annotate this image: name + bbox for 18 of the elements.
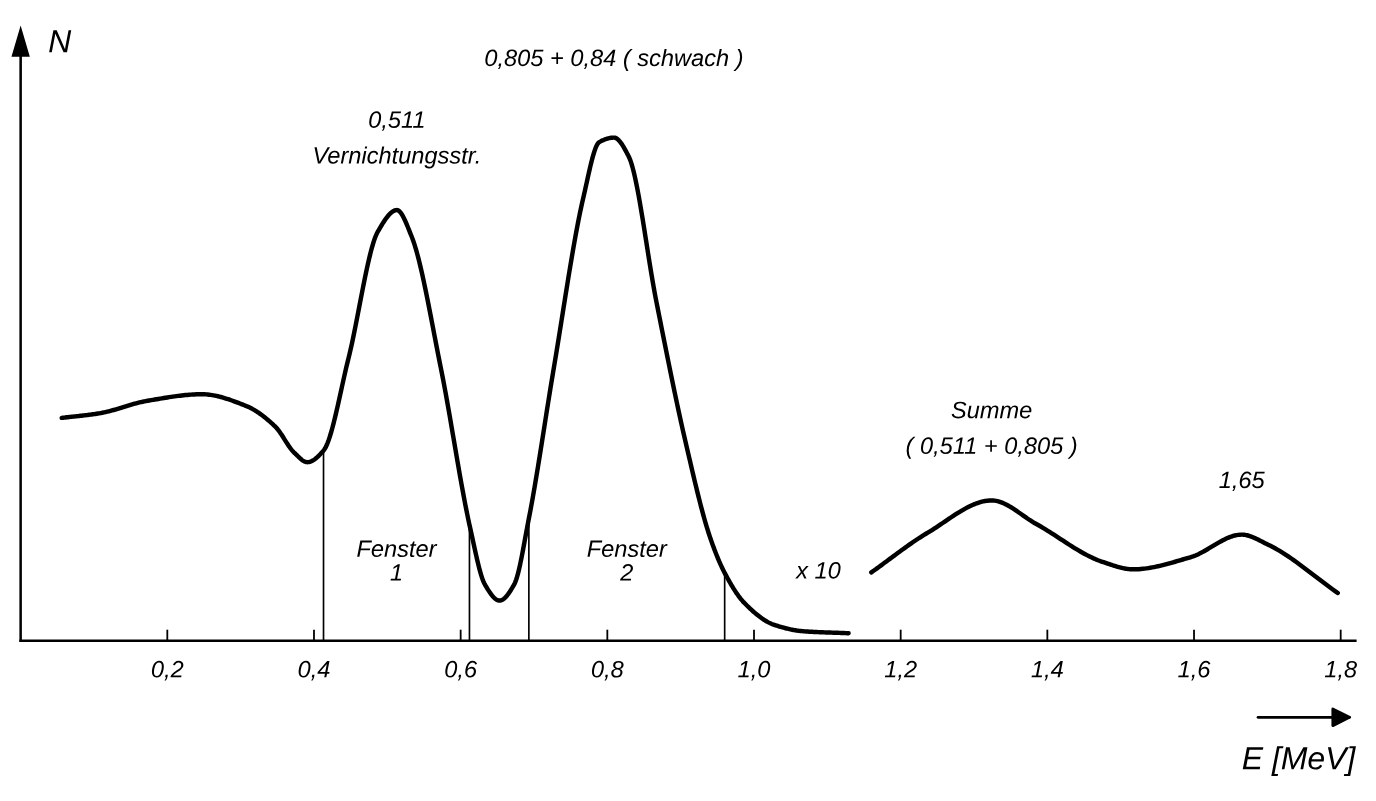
y-axis-title: N (49, 30, 72, 53)
x-tick-label: 1,2 (884, 660, 917, 681)
x-axis-title: E [MeV] (1242, 746, 1356, 776)
annotation: 1,65 (1219, 471, 1265, 492)
x-tick-label: 1,0 (738, 660, 771, 681)
x-tick-label: 1,6 (1178, 660, 1211, 681)
x-tick-label: 1,8 (1324, 660, 1357, 681)
annotation: x 10 (795, 561, 841, 579)
x-tick-label: 0,2 (151, 660, 184, 681)
x-tick-label: 0,4 (298, 660, 330, 681)
annotation: 0,511 Vernichtungsstr. (314, 111, 479, 169)
x-tick-label: 0,8 (591, 660, 624, 681)
annotation: Fenster 2 (587, 540, 668, 581)
annotation: 0,805 + 0,84 ( schwach ) (485, 48, 743, 71)
annotation: Summe ( 0,511 + 0,805 ) (906, 401, 1077, 459)
x-tick-label: 0,6 (445, 660, 478, 681)
x-tick-label: 1,4 (1031, 661, 1063, 681)
annotation: Fenster 1 (357, 540, 438, 581)
